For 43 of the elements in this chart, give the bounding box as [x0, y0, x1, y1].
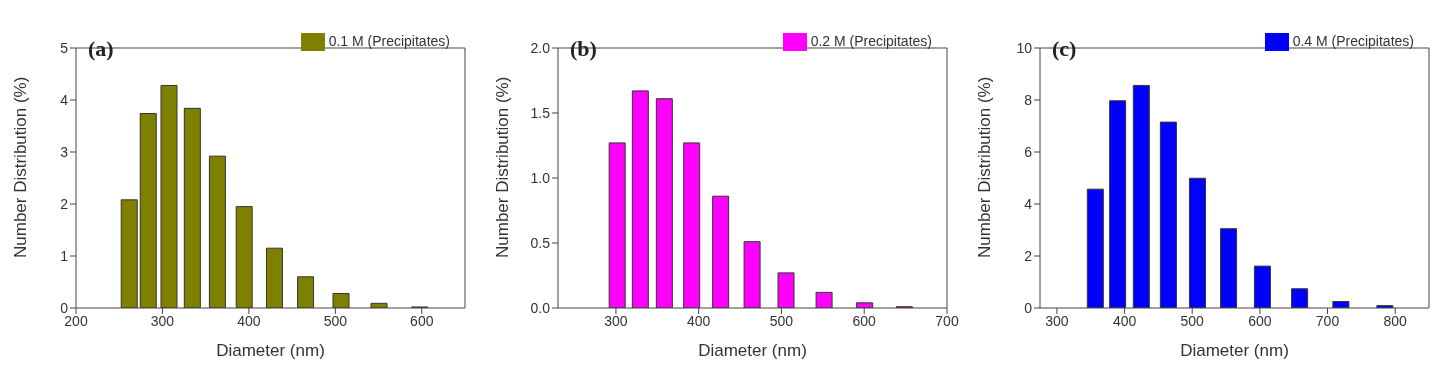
x-tick-label: 500: [1180, 312, 1205, 329]
x-tick-label: 400: [1112, 312, 1137, 329]
y-tick-label: 1: [60, 247, 69, 264]
y-tick-label: 2: [60, 195, 69, 212]
x-tick-label: 600: [1248, 312, 1272, 329]
x-axis-title: Diameter (nm): [216, 341, 325, 360]
x-tick-label: 700: [935, 312, 959, 329]
annotation: (b): [570, 36, 597, 62]
y-tick-label: 6: [1024, 143, 1033, 160]
x-tick-label: 400: [237, 312, 261, 329]
y-tick-label: 5: [60, 39, 69, 56]
y-tick-label: 1.0: [530, 169, 551, 186]
x-tick-label: 300: [604, 312, 628, 329]
x-tick-label: 700: [1315, 312, 1340, 329]
y-tick-label: 3: [60, 143, 69, 160]
x-axis-title: Diameter (nm): [698, 341, 807, 360]
y-tick-label: 1.5: [530, 104, 551, 121]
legend-label: 0.1 M (Precipitates): [328, 32, 450, 49]
x-tick-label: 500: [769, 312, 794, 329]
x-tick-label: 300: [1045, 312, 1069, 329]
y-axis-title: Number Distribution (%): [975, 76, 995, 258]
y-tick-label: 10: [1016, 39, 1033, 56]
x-tick-label: 800: [1383, 312, 1408, 329]
legend-label: 0.2 M (Precipitates): [810, 32, 932, 49]
y-axis-title: Number Distribution (%): [493, 76, 513, 258]
y-tick-label: 2: [1024, 247, 1033, 264]
y-axis-title: Number Distribution (%): [11, 76, 31, 258]
y-tick-label: 4: [1024, 195, 1033, 212]
y-tick-label: 0.0: [530, 299, 551, 316]
x-tick-label: 600: [852, 312, 877, 329]
y-tick-label: 4: [60, 91, 69, 108]
annotation: (c): [1052, 36, 1077, 62]
y-tick-label: 8: [1024, 91, 1033, 108]
legend-label: 0.4 M (Precipitates): [1292, 32, 1414, 49]
annotation: (a): [88, 36, 114, 62]
x-axis-title: Diameter (nm): [1180, 341, 1289, 360]
y-tick-label: 0: [1024, 299, 1033, 316]
y-tick-label: 0.5: [530, 234, 551, 251]
x-tick-label: 500: [323, 312, 348, 329]
x-tick-label: 400: [687, 312, 711, 329]
y-tick-label: 2.0: [530, 39, 551, 56]
x-tick-label: 300: [150, 312, 175, 329]
x-tick-label: 600: [410, 312, 434, 329]
